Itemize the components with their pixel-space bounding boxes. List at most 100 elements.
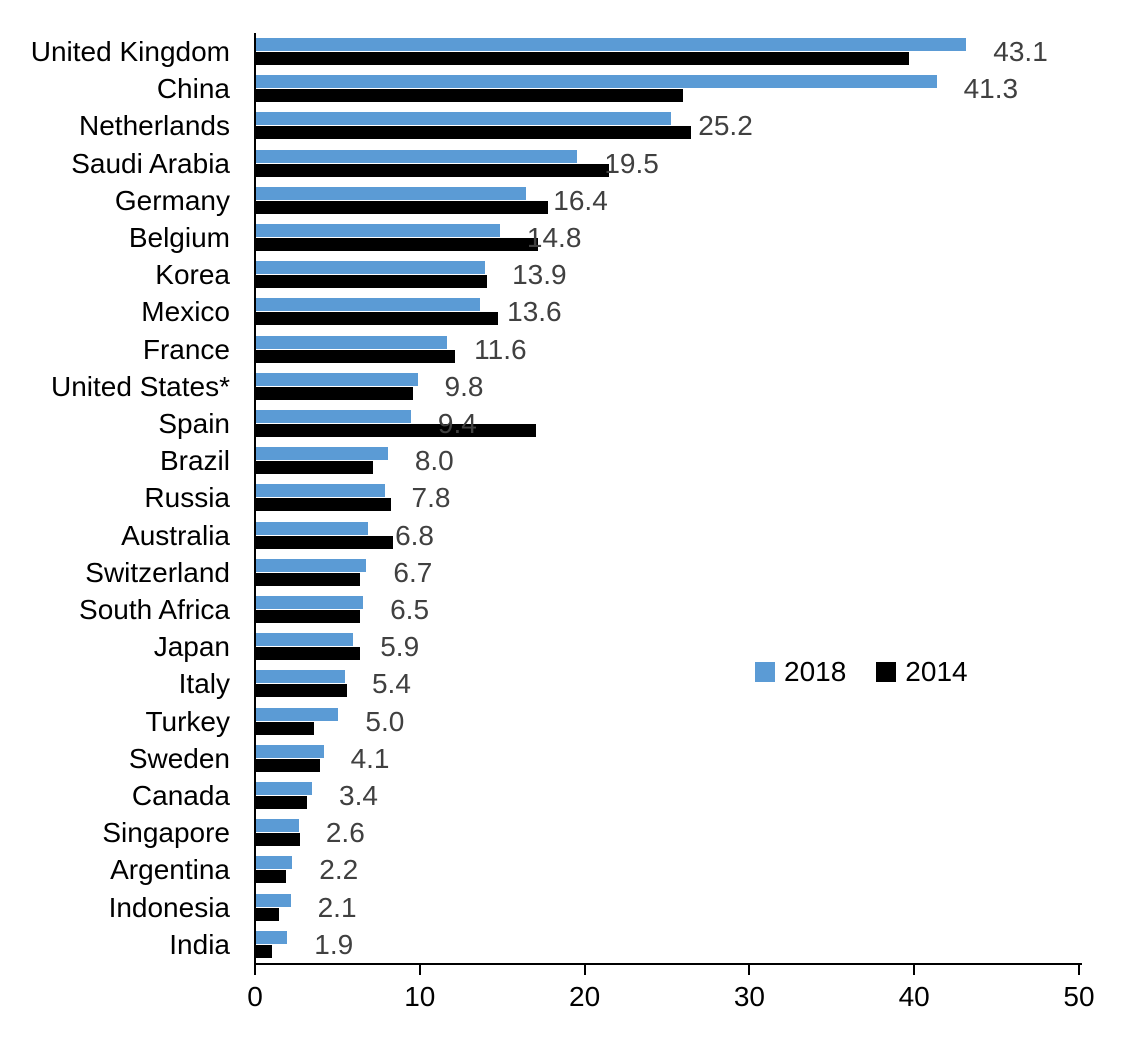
value-label-sweden: 4.1 [350,742,390,774]
category-label-spain: Spain [158,408,230,439]
bar-2018-brazil [256,447,388,461]
category-label-south-africa: South Africa [79,594,230,625]
value-label-brazil: 8.0 [414,445,454,477]
bar-2018-china [256,75,937,89]
x-axis-line [254,963,1082,965]
chart-row-italy: 5.4 [256,665,1080,702]
bar-2014-spain [256,424,537,437]
value-label-turkey: 5.0 [365,705,405,737]
chart-row-japan: 5.9 [256,628,1080,665]
bar-2018-japan [256,633,354,647]
bar-2018-korea [256,261,486,275]
x-tick-30 [748,965,751,975]
legend-item-2018: 2018 [755,658,846,686]
value-label-belgium: 14.8 [526,222,582,253]
bar-2018-india [256,930,288,944]
category-label-korea: Korea [155,259,230,291]
chart-row-india: 1.9 [256,926,1080,963]
chart-row-korea: 13.9 [256,256,1080,293]
category-label-germany: Germany [114,184,230,216]
bar-2014-italy [256,684,347,698]
category-label-mexico: Mexico [141,296,230,328]
bar-2014-switzerland [256,572,360,586]
x-tick-20 [583,965,586,975]
category-axis-labels: United Kingdom China Netherlands Saudi Arab… [0,33,230,963]
bar-2014-mexico [256,312,499,326]
bar-2018-switzerland [256,558,367,572]
chart-row-germany: 16.4 [256,182,1080,219]
chart-row-united-kingdom: 43.1 [256,33,1080,70]
bar-2018-sweden [256,744,324,758]
category-label-china: China [156,73,230,105]
value-label-russia: 7.8 [411,482,451,514]
legend-label-2018: 2018 [784,656,847,687]
bar-2018-singapore [256,819,299,833]
chart-row-united-states: 9.8 [256,368,1080,405]
value-label-india: 1.9 [314,928,354,960]
bar-2018-russia [256,484,385,498]
bar-2018-belgium [256,224,500,237]
value-label-south-africa: 6.5 [390,594,430,625]
bar-2018-netherlands [256,112,672,126]
value-label-saudi-arabia: 19.5 [604,147,659,179]
bar-2018-turkey [256,707,339,721]
bar-2014-sweden [256,758,321,772]
value-label-mexico: 13.6 [507,296,562,328]
value-label-spain: 9.4 [437,408,477,439]
category-label-switzerland: Switzerland [85,556,230,588]
value-label-united-states: 9.8 [444,370,484,402]
value-label-argentina: 2.2 [319,854,359,886]
value-label-united-kingdom: 43.1 [993,36,1048,67]
bar-2014-russia [256,498,392,512]
category-label-united-states: United States* [51,370,230,402]
chart-row-belgium: 14.8 [256,219,1080,256]
value-label-netherlands: 25.2 [698,110,753,142]
chart-row-singapore: 2.6 [256,814,1080,851]
chart-row-china: 41.3 [256,70,1080,107]
value-label-australia: 6.8 [395,519,434,551]
x-tick-label-50: 50 [1063,981,1095,1012]
chart-row-indonesia: 2.1 [256,889,1080,926]
bar-2014-united-kingdom [256,52,909,65]
category-label-saudi-arabia: Saudi Arabia [71,147,230,179]
bar-2018-australia [256,521,369,535]
value-label-switzerland: 6.7 [393,556,433,588]
category-label-netherlands: Netherlands [79,110,230,142]
chart-row-switzerland: 6.7 [256,554,1080,591]
x-tick-label-30: 30 [733,981,765,1012]
x-tick-40 [913,965,916,975]
x-tick-label-10: 10 [404,981,436,1012]
category-label-singapore: Singapore [102,817,230,849]
value-label-italy: 5.4 [371,668,411,700]
x-tick-0 [254,965,256,975]
category-label-united-kingdom: United Kingdom [30,36,230,67]
x-tick-50 [1078,965,1080,975]
value-label-japan: 5.9 [380,631,420,663]
chart-row-russia: 7.8 [256,479,1080,516]
bar-2018-canada [256,782,313,795]
chart-row-argentina: 2.2 [256,851,1080,888]
value-label-china: 41.3 [963,73,1019,105]
bar-2014-china [256,89,683,103]
category-label-india: India [169,928,230,960]
bar-2018-saudi-arabia [256,149,578,163]
legend: 2018 2014 [755,658,968,686]
bar-2014-singapore [256,833,301,847]
bar-2018-south-africa [256,596,364,609]
bar-2014-india [256,944,273,958]
legend-item-2014: 2014 [876,658,968,686]
legend-swatch-2018 [755,662,775,682]
chart-row-turkey: 5.0 [256,703,1080,740]
chart-row-brazil: 8.0 [256,442,1080,479]
chart-row-france: 11.6 [256,331,1080,368]
bar-2014-korea [256,275,487,289]
y-axis-line [254,33,256,965]
bar-2018-mexico [256,298,481,312]
value-label-indonesia: 2.1 [317,891,357,923]
bar-2014-brazil [256,461,373,475]
category-label-italy: Italy [178,668,230,700]
x-tick-label-0: 0 [247,981,263,1012]
chart-row-south-africa: 6.5 [256,591,1080,628]
legend-swatch-2014 [876,662,897,682]
